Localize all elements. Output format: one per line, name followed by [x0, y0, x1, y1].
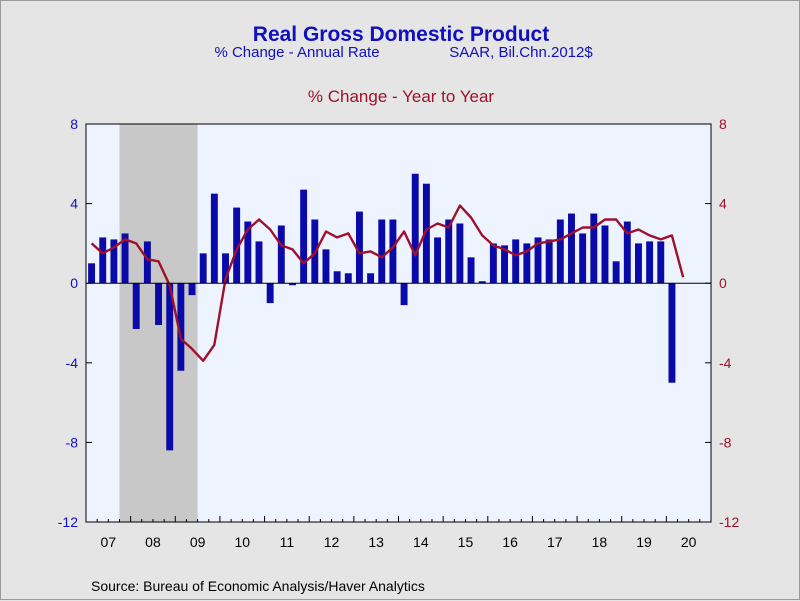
- bar-22: [333, 271, 341, 284]
- bar-21: [322, 249, 330, 284]
- right-tick-label-1: 4: [719, 196, 727, 212]
- left-tick-label-4: -8: [66, 434, 79, 450]
- x-tick-label-11: 11: [280, 534, 295, 550]
- bar-27: [389, 219, 397, 284]
- bar-33: [456, 223, 464, 284]
- right-tick-label-0: 8: [719, 116, 727, 132]
- left-tick-label-3: -4: [66, 355, 79, 371]
- bar-38: [512, 239, 520, 284]
- bar-23: [344, 273, 352, 284]
- bar-8: [177, 283, 185, 371]
- bar-40: [534, 237, 542, 284]
- bar-1: [99, 237, 107, 284]
- x-tick-label-14: 14: [413, 534, 429, 550]
- bar-5: [143, 241, 151, 284]
- bar-4: [132, 283, 140, 329]
- chart-subtitle-right: SAAR, Bil.Chn.2012$: [449, 44, 593, 61]
- x-tick-label-16: 16: [502, 534, 518, 550]
- x-tick-label-18: 18: [592, 534, 608, 550]
- bar-42: [556, 219, 564, 284]
- bar-24: [355, 211, 363, 284]
- bar-29: [411, 173, 419, 284]
- x-axis: 07 08 09 10 11 12 13 14 15 16 17 18 19 20: [96, 516, 701, 550]
- bar-43: [568, 213, 575, 284]
- bar-31: [434, 237, 442, 284]
- bar-51: [657, 241, 665, 284]
- bar-28: [400, 283, 408, 306]
- bar-0: [88, 263, 96, 284]
- bar-3: [121, 233, 129, 284]
- bar-36: [489, 243, 497, 284]
- bar-45: [590, 213, 598, 284]
- left-tick-label-2: 0: [70, 275, 78, 291]
- left-tick-label-0: 8: [70, 116, 78, 132]
- bar-16: [266, 283, 274, 304]
- line-series-title: % Change - Year to Year: [308, 87, 495, 106]
- bar-30: [422, 183, 430, 284]
- bar-18: [289, 283, 296, 286]
- right-tick-label-2: 0: [719, 275, 727, 291]
- bar-44: [579, 233, 587, 284]
- bar-14: [244, 221, 252, 284]
- x-tick-label-12: 12: [324, 534, 340, 550]
- yoy-line: [90, 204, 685, 362]
- chart-subtitle-left: % Change - Annual Rate: [214, 44, 379, 61]
- x-tick-label-09: 09: [190, 534, 206, 550]
- x-tick-label-10: 10: [234, 534, 250, 550]
- bar-37: [501, 245, 508, 284]
- right-tick-label-4: -8: [719, 434, 732, 450]
- bar-6: [155, 283, 163, 325]
- source-note: Source: Bureau of Economic Analysis/Have…: [91, 578, 425, 594]
- left-axis: 8 4 0 -4 -8 -12: [58, 116, 92, 530]
- bar-34: [467, 257, 475, 284]
- bar-11: [210, 193, 218, 284]
- bar-48: [623, 221, 631, 284]
- x-tick-label-19: 19: [636, 534, 652, 550]
- right-tick-label-5: -12: [719, 514, 739, 530]
- bar-49: [634, 243, 642, 284]
- bar-9: [188, 283, 196, 296]
- right-tick-label-3: -4: [719, 355, 732, 371]
- x-tick-label-17: 17: [547, 534, 563, 550]
- x-tick-label-08: 08: [145, 534, 161, 550]
- x-tick-label-13: 13: [368, 534, 384, 550]
- left-tick-label-5: -12: [58, 514, 78, 530]
- bar-13: [233, 207, 241, 284]
- bar-50: [646, 241, 654, 284]
- x-tick-label-20: 20: [681, 534, 697, 550]
- x-tick-label-07: 07: [101, 534, 117, 550]
- chart-title: Real Gross Domestic Product: [253, 23, 549, 46]
- bar-12: [222, 253, 229, 284]
- right-axis: 8 4 0 -4 -8 -12: [705, 116, 739, 530]
- bar-15: [255, 241, 263, 284]
- bar-2: [110, 239, 118, 284]
- left-tick-label-1: 4: [70, 196, 78, 212]
- bar-39: [523, 243, 531, 284]
- bar-52: [668, 283, 676, 383]
- x-tick-label-15: 15: [458, 534, 474, 550]
- bar-26: [378, 219, 386, 284]
- bar-46: [601, 225, 609, 284]
- bar-17: [277, 225, 285, 284]
- bar-25: [367, 273, 375, 284]
- bar-32: [445, 219, 453, 284]
- bar-47: [612, 261, 620, 284]
- bar-19: [300, 189, 308, 284]
- bar-10: [199, 253, 207, 284]
- bar-7: [166, 283, 174, 451]
- bar-35: [478, 281, 486, 284]
- bar-41: [545, 239, 553, 284]
